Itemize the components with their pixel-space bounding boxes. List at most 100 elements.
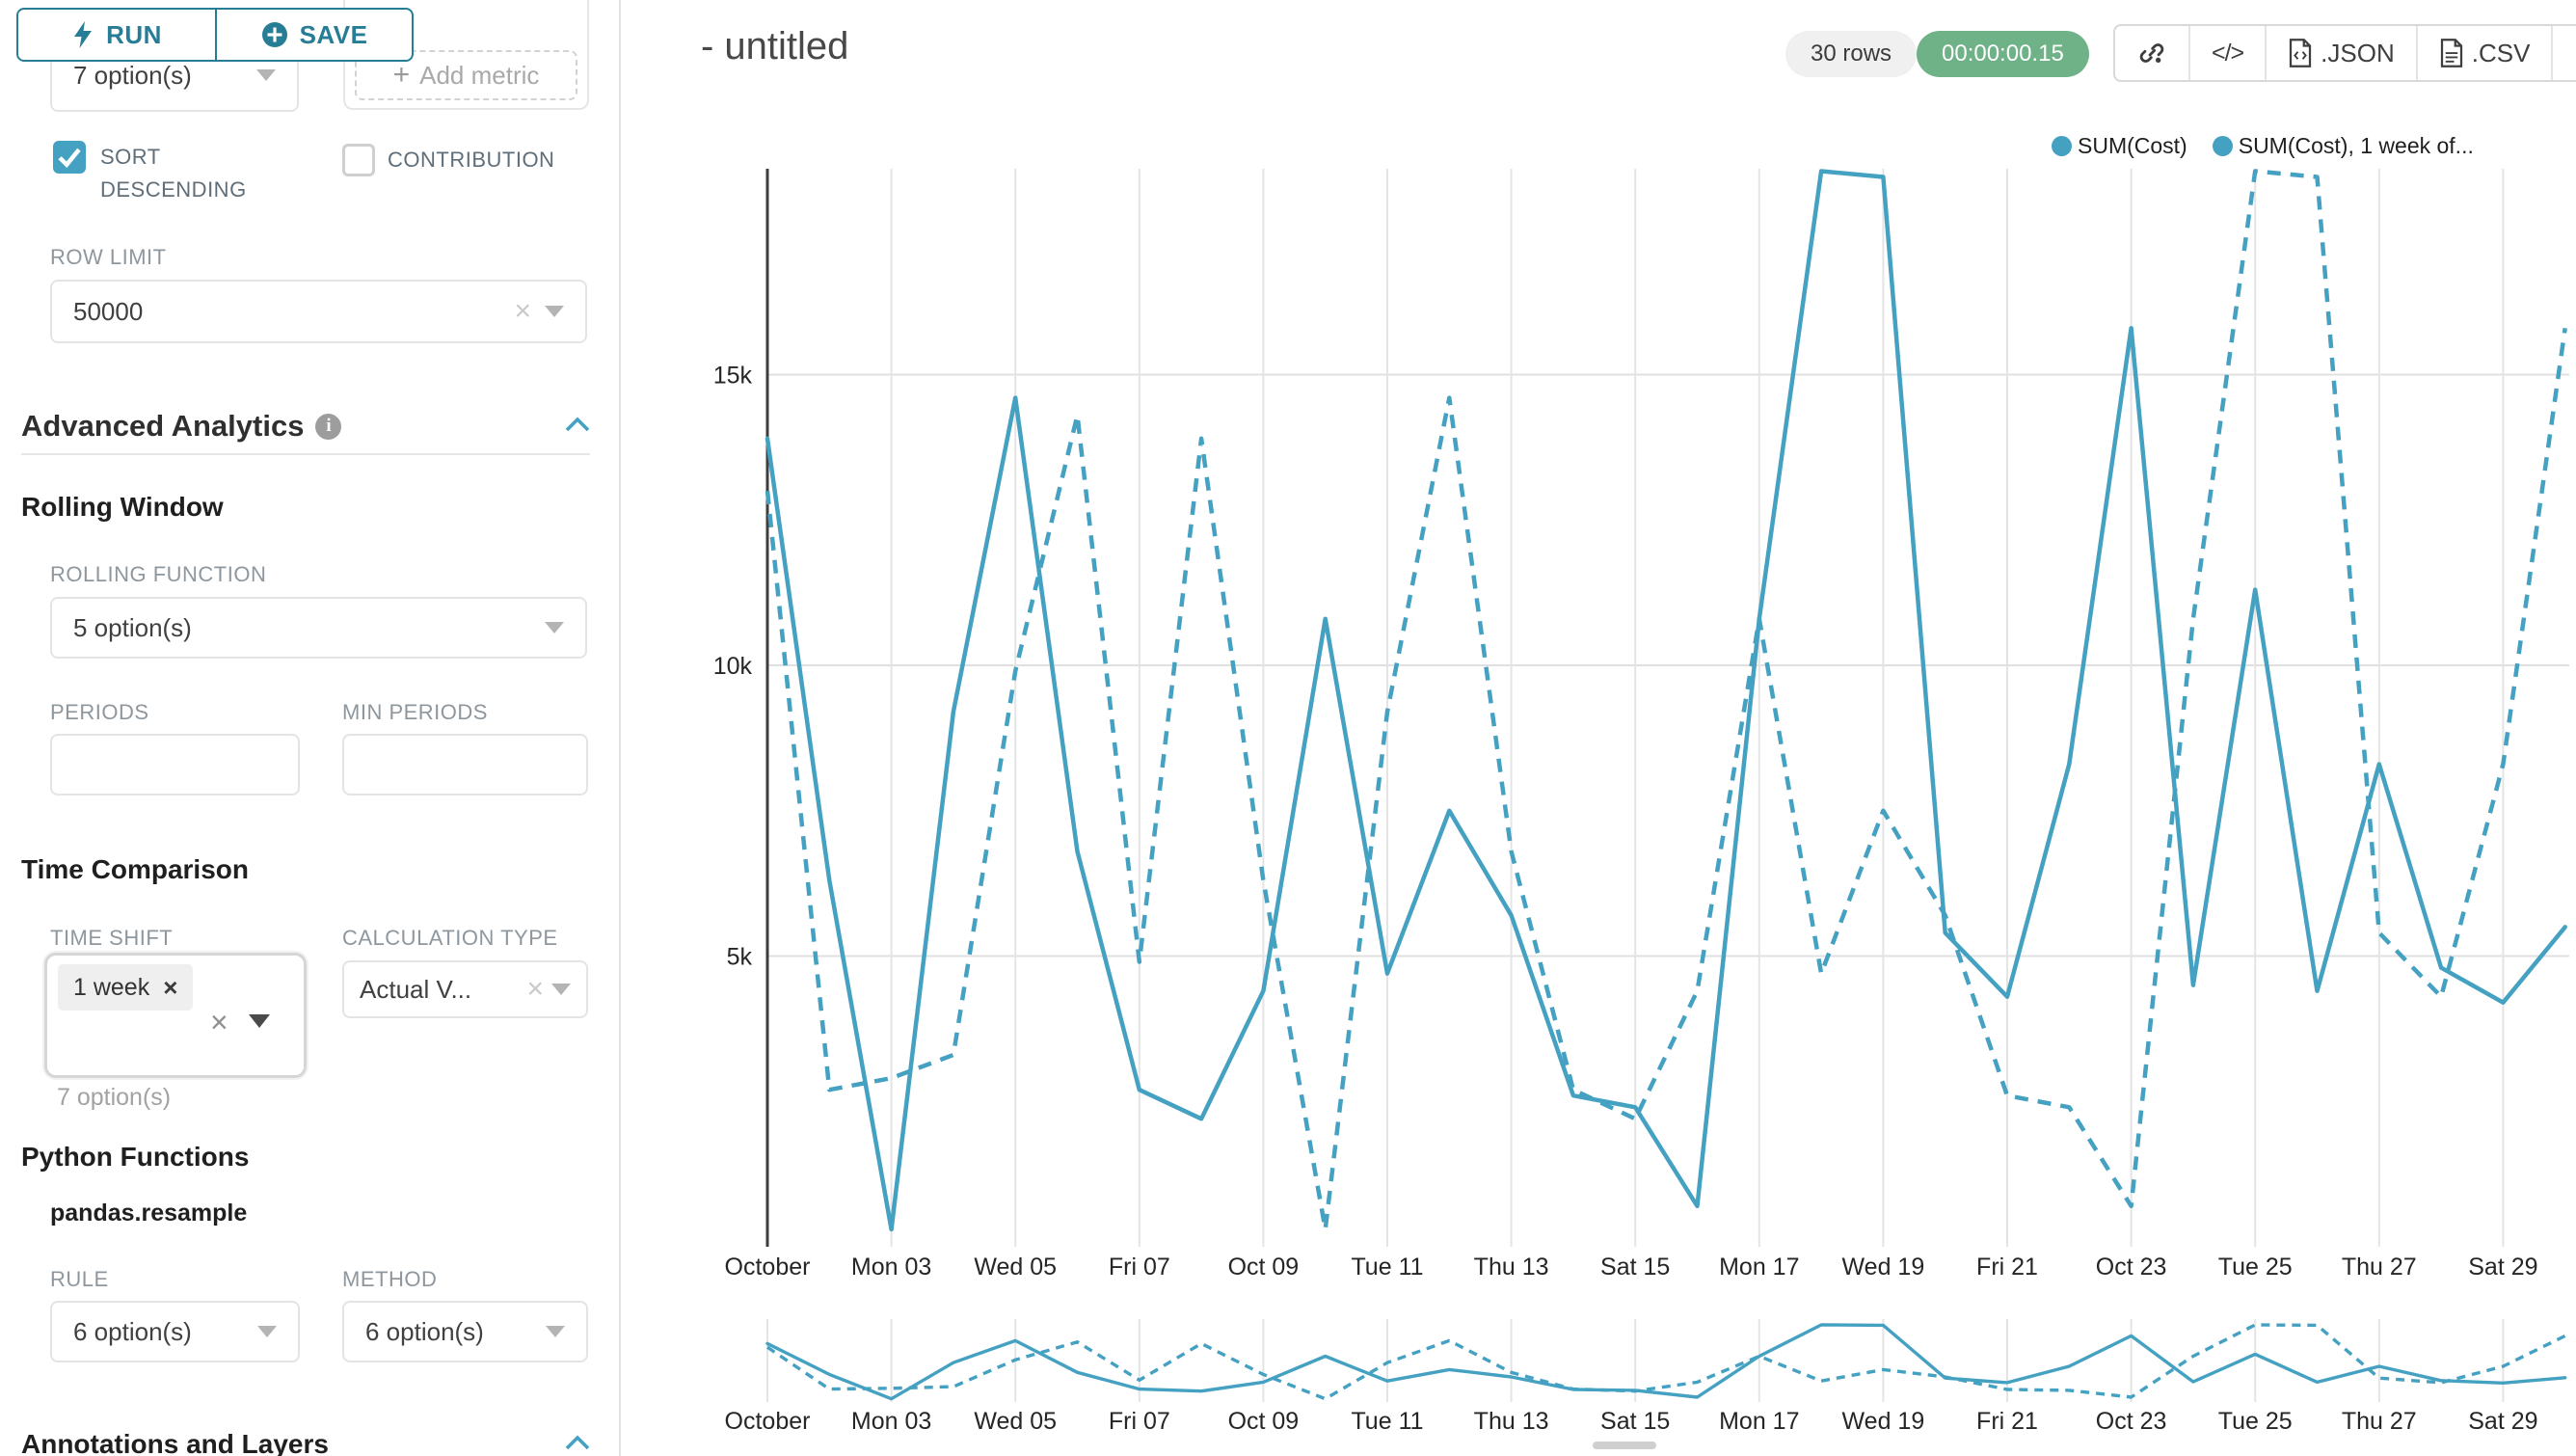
section-divider <box>21 453 590 455</box>
svg-text:Tue 25: Tue 25 <box>2218 1254 2293 1281</box>
legend-dot <box>2052 136 2072 156</box>
export-toolbar: </> .JSON .CSV <box>2113 24 2576 82</box>
svg-text:Wed 05: Wed 05 <box>974 1254 1057 1281</box>
svg-text:Fri 21: Fri 21 <box>1976 1408 2038 1435</box>
legend-item-sum-cost-offset[interactable]: SUM(Cost), 1 week of... <box>2212 133 2474 159</box>
svg-text:Sat 15: Sat 15 <box>1600 1254 1670 1281</box>
svg-text:October: October <box>725 1254 811 1281</box>
svg-text:Wed 05: Wed 05 <box>974 1408 1057 1435</box>
save-button-label: SAVE <box>299 19 368 49</box>
contribution-label: CONTRIBUTION <box>388 148 555 172</box>
brush-resize-handle[interactable] <box>1593 1442 1656 1449</box>
groupby-select-value: 7 option(s) <box>73 60 192 90</box>
clear-icon[interactable]: × <box>526 973 544 1005</box>
svg-text:Wed 19: Wed 19 <box>1842 1408 1925 1435</box>
row-limit-select[interactable]: 50000 × <box>50 280 587 343</box>
annotations-layers-title: Annotations and Layers <box>21 1429 329 1456</box>
clear-icon[interactable]: × <box>210 1005 228 1039</box>
method-select[interactable]: 6 option(s) <box>342 1301 588 1362</box>
periods-input[interactable] <box>50 734 300 795</box>
rule-value: 6 option(s) <box>73 1316 192 1346</box>
method-value: 6 option(s) <box>365 1316 484 1346</box>
view-query-button[interactable]: </> <box>2188 26 2265 80</box>
chevron-up-icon[interactable] <box>565 1434 590 1455</box>
contribution-checkbox[interactable] <box>342 144 375 176</box>
rows-count-badge: 30 rows <box>1785 31 1918 77</box>
time-shift-tag[interactable]: 1 week × <box>58 964 194 1011</box>
run-button-label: RUN <box>106 19 162 49</box>
annotations-layers-header[interactable]: Annotations and Layers <box>21 1429 590 1456</box>
legend-dot <box>2212 136 2233 156</box>
rule-label: RULE <box>50 1267 109 1291</box>
export-json-label: .JSON <box>2321 38 2395 67</box>
svg-text:Tue 11: Tue 11 <box>1351 1408 1423 1435</box>
info-icon: i <box>315 413 342 440</box>
time-shift-label: TIME SHIFT <box>50 926 174 950</box>
rule-select[interactable]: 6 option(s) <box>50 1301 300 1362</box>
check-icon <box>58 148 81 169</box>
rolling-function-value: 5 option(s) <box>73 612 192 642</box>
export-csv-label: .CSV <box>2471 38 2531 67</box>
chevron-down-icon[interactable] <box>249 1014 270 1028</box>
add-metric-label: Add metric <box>419 60 540 90</box>
svg-text:Fri 07: Fri 07 <box>1109 1254 1170 1281</box>
time-shift-helper-text: 7 option(s) <box>57 1084 172 1111</box>
time-shift-tag-label: 1 week <box>73 973 150 1001</box>
chart-legend: SUM(Cost) SUM(Cost), 1 week of... <box>2052 133 2474 159</box>
svg-text:Oct 23: Oct 23 <box>2096 1254 2167 1281</box>
bolt-icon <box>74 21 93 48</box>
periods-label: PERIODS <box>50 700 149 724</box>
svg-text:Thu 13: Thu 13 <box>1474 1254 1549 1281</box>
file-csv-icon <box>2440 39 2462 67</box>
plus-icon: + <box>392 59 411 91</box>
svg-text:Tue 25: Tue 25 <box>2218 1408 2293 1435</box>
run-save-button-group: RUN SAVE <box>16 8 414 62</box>
remove-tag-icon[interactable]: × <box>163 972 178 1002</box>
svg-text:Fri 07: Fri 07 <box>1109 1408 1170 1435</box>
chart-title[interactable]: - untitled <box>701 25 849 67</box>
svg-text:Mon 17: Mon 17 <box>1719 1408 1799 1435</box>
svg-text:Tue 11: Tue 11 <box>1351 1254 1423 1281</box>
chevron-down-icon <box>545 306 564 317</box>
save-button[interactable]: SAVE <box>217 10 412 60</box>
plus-circle-icon <box>261 22 287 47</box>
svg-text:Thu 27: Thu 27 <box>2342 1254 2417 1281</box>
svg-text:Mon 17: Mon 17 <box>1719 1254 1799 1281</box>
legend-item-sum-cost[interactable]: SUM(Cost) <box>2052 133 2187 159</box>
advanced-analytics-title: Advanced Analytics <box>21 409 305 443</box>
svg-text:Oct 23: Oct 23 <box>2096 1408 2167 1435</box>
chevron-up-icon[interactable] <box>565 416 590 437</box>
chart-menu-button[interactable] <box>2551 26 2576 80</box>
advanced-analytics-header[interactable]: Advanced Analytics i <box>21 409 590 444</box>
method-label: METHOD <box>342 1267 438 1291</box>
rolling-function-select[interactable]: 5 option(s) <box>50 597 587 659</box>
min-periods-input[interactable] <box>342 734 588 795</box>
line-chart[interactable]: 5k 10k 15k October Mon 03 Wed 05 Fri 07 Oct 09 T… <box>627 145 2576 1282</box>
svg-text:Sat 29: Sat 29 <box>2468 1254 2537 1281</box>
svg-text:10k: 10k <box>713 653 753 680</box>
clear-icon[interactable]: × <box>514 295 531 327</box>
svg-text:Mon 03: Mon 03 <box>851 1254 931 1281</box>
share-link-button[interactable] <box>2115 26 2188 80</box>
file-json-icon <box>2290 39 2312 67</box>
chevron-down-icon <box>545 622 564 634</box>
export-json-button[interactable]: .JSON <box>2265 26 2416 80</box>
svg-text:Mon 03: Mon 03 <box>851 1408 931 1435</box>
run-button[interactable]: RUN <box>18 10 217 60</box>
svg-text:Wed 19: Wed 19 <box>1842 1254 1925 1281</box>
legend-label: SUM(Cost), 1 week of... <box>2238 133 2474 158</box>
query-timer-badge: 00:00:00.15 <box>1917 31 2089 77</box>
svg-text:Thu 27: Thu 27 <box>2342 1408 2417 1435</box>
svg-text:Fri 21: Fri 21 <box>1976 1254 2038 1281</box>
chevron-down-icon <box>546 1326 565 1337</box>
calculation-type-select[interactable]: Actual V... × <box>342 960 588 1018</box>
rolling-function-label: ROLLING FUNCTION <box>50 562 267 586</box>
row-limit-value: 50000 <box>73 296 144 326</box>
link-icon <box>2139 43 2164 63</box>
export-csv-button[interactable]: .CSV <box>2415 26 2552 80</box>
sort-descending-checkbox[interactable] <box>53 141 86 174</box>
sidebar-divider <box>619 0 621 1456</box>
mini-context-chart[interactable]: October Mon 03 Wed 05 Fri 07 Oct 09 Tue 11 Thu… <box>627 1309 2576 1440</box>
legend-label: SUM(Cost) <box>2078 133 2187 158</box>
